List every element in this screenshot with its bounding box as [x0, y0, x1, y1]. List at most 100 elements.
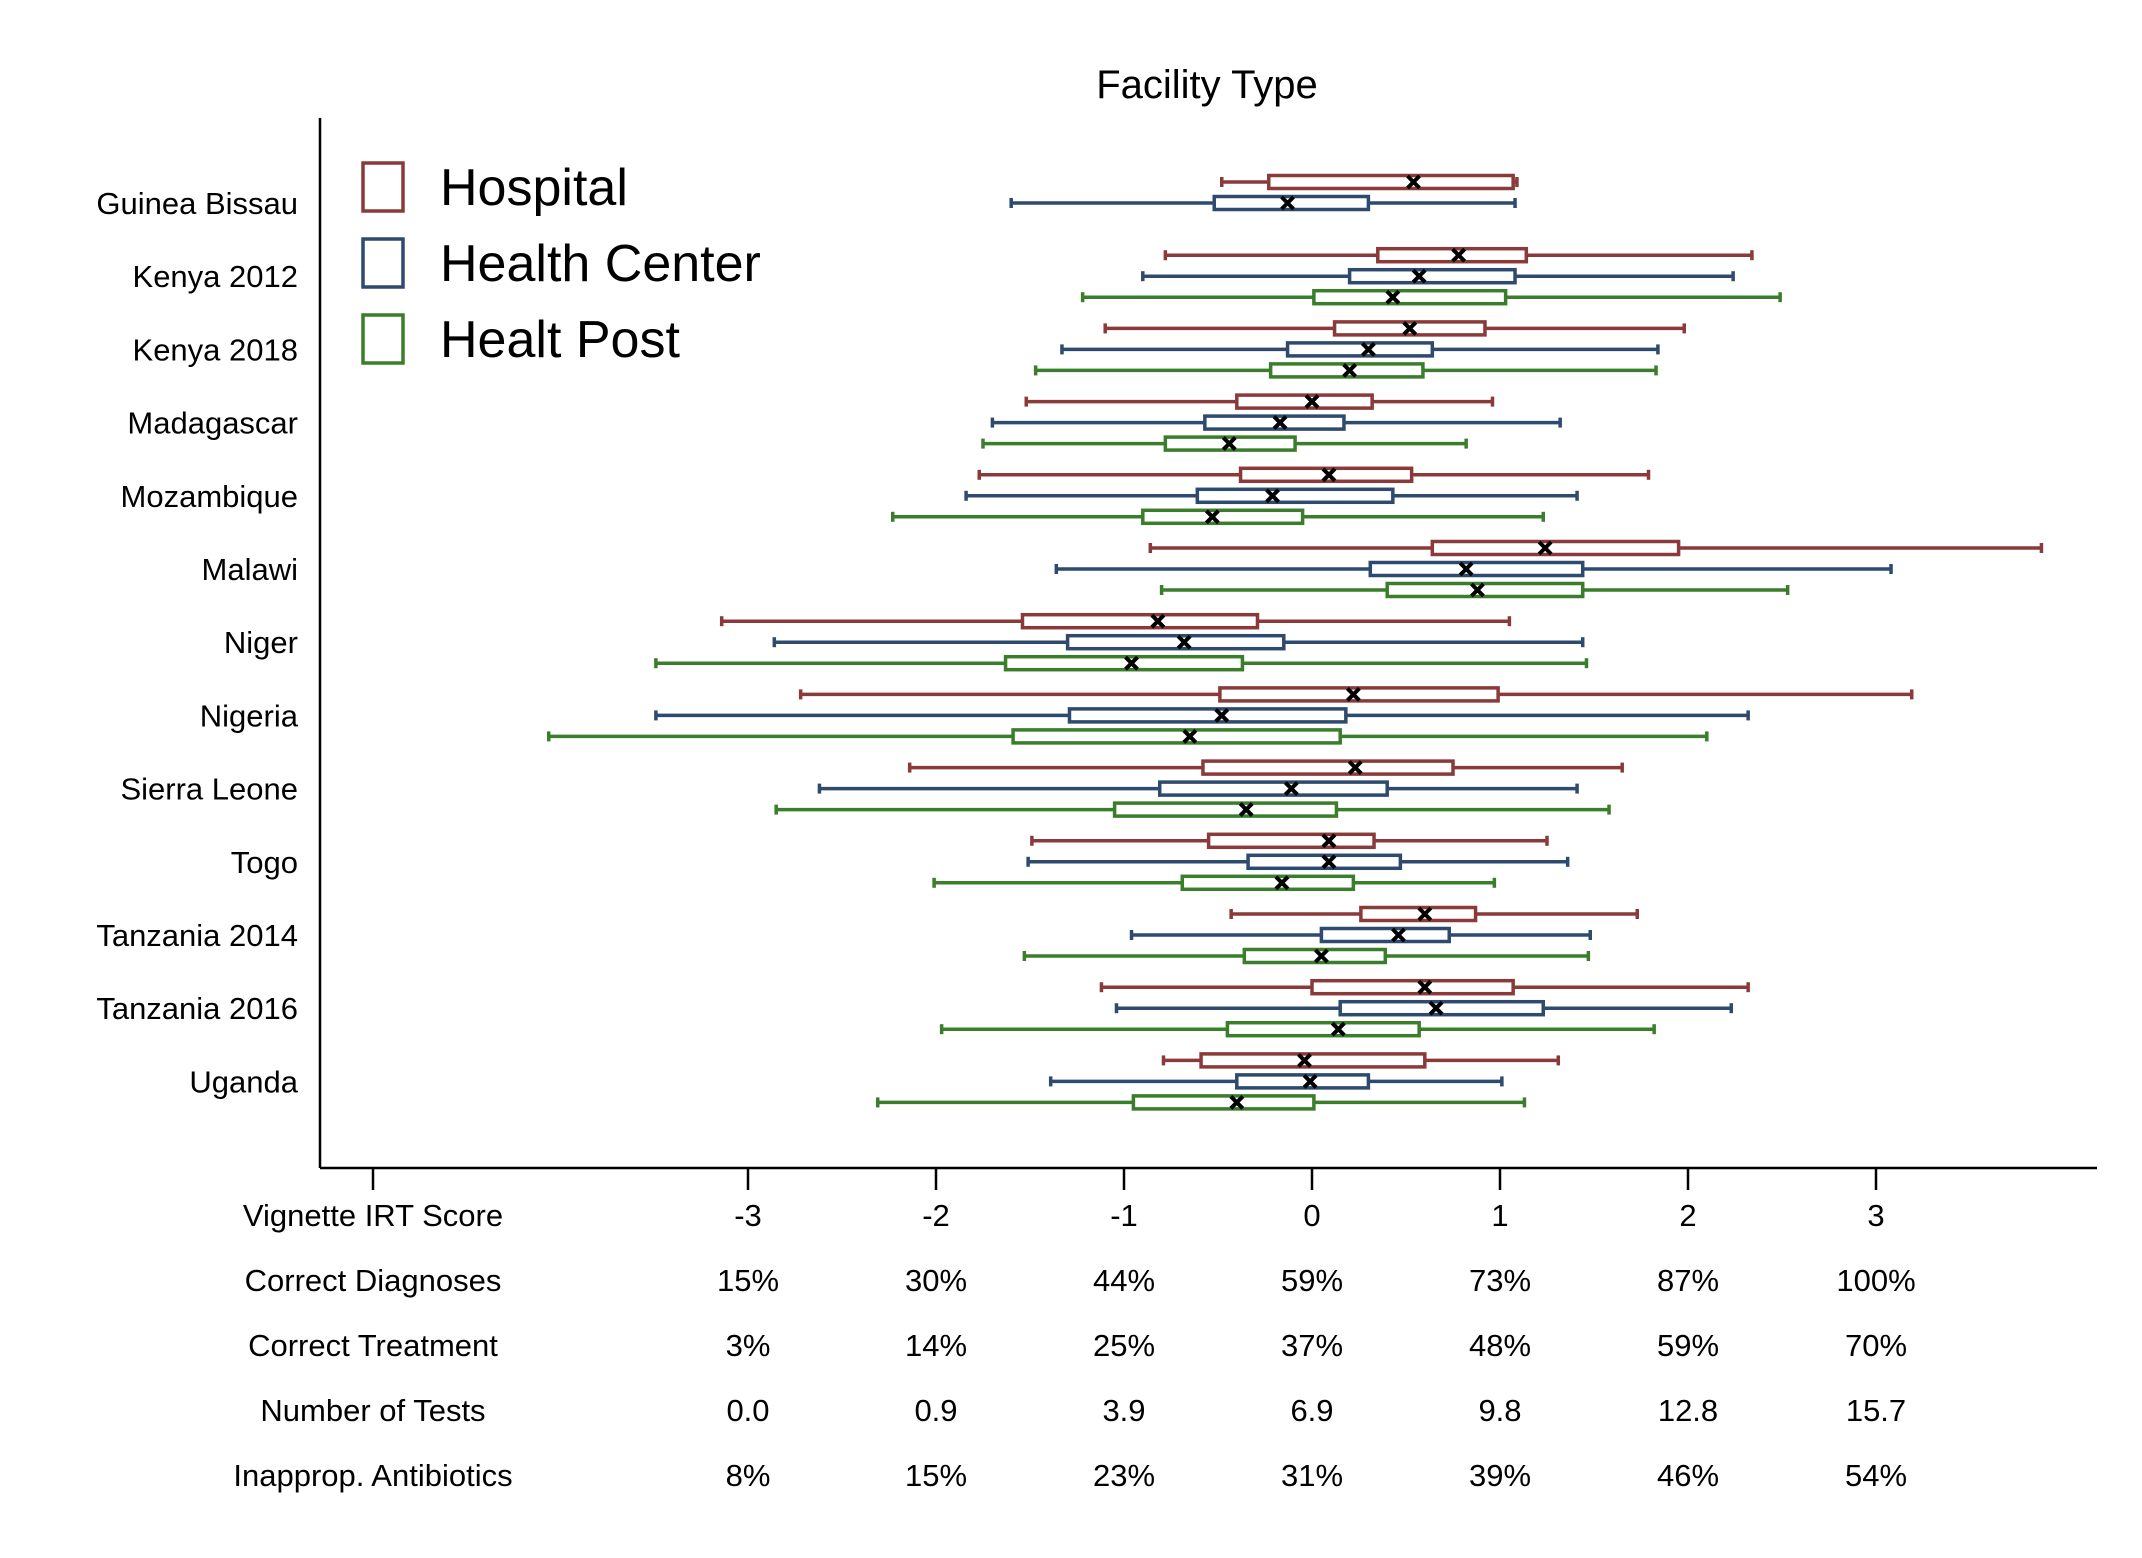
median-marker	[1321, 833, 1337, 849]
legend-swatch-0	[361, 161, 405, 213]
median-marker	[1385, 289, 1401, 305]
legend-swatch-2	[361, 313, 405, 365]
median-marker	[1272, 415, 1288, 431]
table-row-label-4: Inapprop. Antibiotics	[233, 1458, 512, 1493]
iqr-box	[1011, 728, 1342, 745]
iqr-box	[1267, 173, 1515, 191]
median-marker	[1428, 1000, 1444, 1016]
median-marker	[1214, 707, 1230, 723]
table-cell-4-0: 8%	[726, 1458, 771, 1493]
table-cell-0-1: -2	[922, 1198, 950, 1233]
median-marker	[1229, 1094, 1245, 1110]
iqr-box	[1430, 539, 1681, 557]
median-marker	[1451, 247, 1467, 263]
box-1-0	[1163, 246, 1754, 264]
median-marker	[1360, 341, 1376, 357]
country-label-11: Tanzania 2016	[96, 991, 298, 1026]
table-cell-4-6: 54%	[1845, 1458, 1907, 1493]
box-6-1	[772, 633, 1585, 651]
iqr-box	[1180, 874, 1356, 892]
median-marker	[1406, 174, 1421, 190]
country-label-2: Kenya 2018	[133, 332, 298, 367]
table-cell-2-5: 59%	[1657, 1328, 1719, 1363]
box-12-2	[875, 1094, 1527, 1111]
iqr-box	[1385, 581, 1585, 599]
table-row-label-3: Number of Tests	[260, 1393, 485, 1428]
median-marker	[1304, 394, 1320, 410]
box-11-2	[939, 1020, 1656, 1038]
iqr-box	[1157, 780, 1389, 797]
median-marker	[1238, 802, 1254, 818]
score-conversion-table: Vignette IRT Score -3 -2 -1 0 1 2 3 Correct Diag…	[233, 1198, 1915, 1493]
box-2-0	[1103, 320, 1686, 337]
table-cell-4-3: 31%	[1281, 1458, 1343, 1493]
table-cell-3-3: 6.9	[1290, 1393, 1333, 1428]
table-cell-2-6: 70%	[1845, 1328, 1907, 1363]
iqr-box	[1203, 414, 1346, 431]
median-marker	[1347, 760, 1363, 776]
box-11-0	[1099, 978, 1750, 996]
country-label-10: Tanzania 2014	[96, 918, 298, 953]
median-marker	[1342, 362, 1358, 378]
median-marker	[1417, 906, 1433, 922]
iqr-box	[1201, 759, 1455, 776]
iqr-box	[1206, 832, 1376, 850]
box-1-2	[1080, 288, 1782, 306]
box-4-2	[891, 508, 1545, 526]
country-label-3: Madagascar	[127, 406, 298, 441]
box-2-2	[1033, 362, 1658, 379]
table-cell-1-4: 73%	[1469, 1263, 1531, 1298]
box-3-1	[990, 414, 1562, 431]
iqr-box	[1310, 978, 1515, 996]
median-marker	[1321, 467, 1337, 483]
table-cell-4-5: 46%	[1657, 1458, 1719, 1493]
table-cell-0-6: 3	[1867, 1198, 1884, 1233]
table-cell-0-5: 2	[1679, 1198, 1696, 1233]
table-cell-4-2: 23%	[1093, 1458, 1155, 1493]
median-marker	[1313, 948, 1329, 964]
box-10-2	[1022, 947, 1591, 965]
median-marker	[1265, 488, 1280, 504]
iqr-box	[1225, 1020, 1421, 1038]
iqr-box	[1141, 508, 1305, 526]
table-cell-3-6: 15.7	[1846, 1393, 1906, 1428]
median-marker	[1321, 854, 1337, 870]
table-cell-3-0: 0.0	[726, 1393, 769, 1428]
table-cell-1-6: 100%	[1836, 1263, 1915, 1298]
median-marker	[1176, 634, 1192, 650]
table-cell-3-1: 0.9	[914, 1393, 957, 1428]
legend-swatch-1	[361, 237, 405, 289]
median-marker	[1283, 781, 1299, 797]
iqr-box	[1285, 341, 1435, 358]
box-4-0	[977, 466, 1651, 484]
iqr-box	[1112, 801, 1339, 818]
legend-label-2: Healt Post	[440, 311, 680, 369]
median-marker	[1150, 613, 1166, 629]
country-label-6: Niger	[224, 625, 298, 660]
country-label-12: Uganda	[189, 1064, 298, 1099]
median-marker	[1182, 728, 1198, 744]
iqr-box	[1312, 288, 1508, 306]
iqr-box	[1003, 654, 1245, 672]
iqr-box	[1338, 999, 1545, 1017]
median-marker	[1537, 540, 1553, 556]
iqr-box	[1242, 947, 1388, 965]
table-row-label-2: Correct Treatment	[248, 1328, 498, 1363]
box-8-2	[774, 801, 1611, 818]
table-cell-1-3: 59%	[1281, 1263, 1343, 1298]
box-5-2	[1159, 581, 1790, 599]
table-cell-0-3: 0	[1303, 1198, 1320, 1233]
table-cell-4-1: 15%	[905, 1458, 967, 1493]
country-label-0: Guinea Bissau	[96, 186, 298, 221]
table-cell-3-5: 12.8	[1658, 1393, 1718, 1428]
box-9-1	[1026, 853, 1570, 871]
iqr-box	[1131, 1094, 1316, 1111]
iqr-box	[1319, 926, 1451, 944]
box-4-1	[964, 487, 1579, 505]
median-marker	[1274, 875, 1290, 891]
median-marker	[1411, 268, 1427, 284]
country-label-5: Malawi	[202, 552, 298, 587]
median-marker	[1330, 1021, 1346, 1037]
box-0-1	[1009, 194, 1517, 212]
